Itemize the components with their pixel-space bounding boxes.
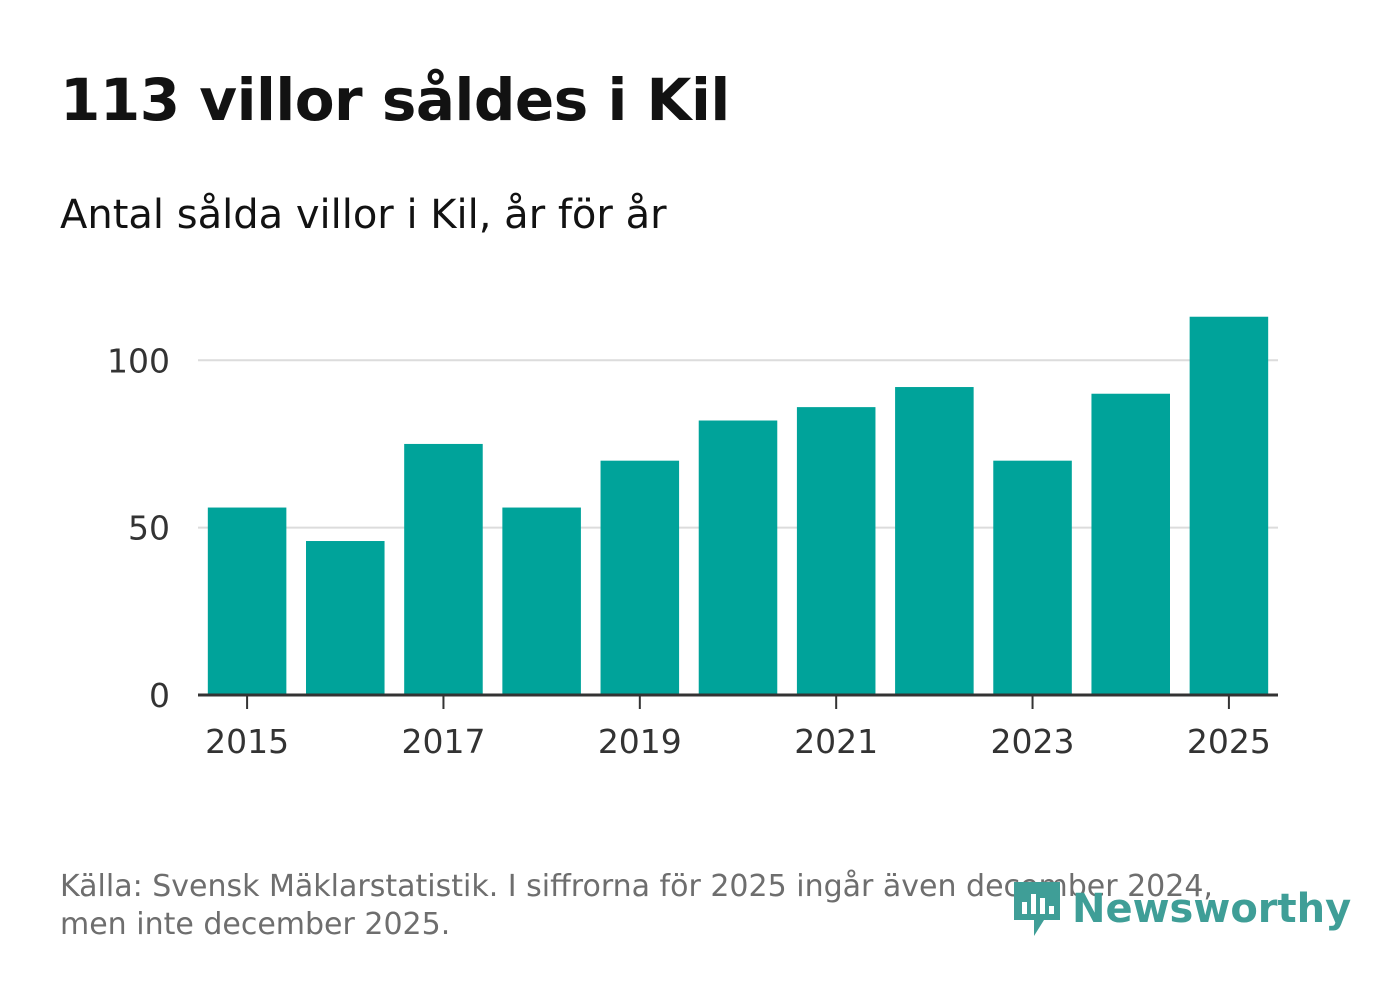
x-tick-label-2015: 2015: [205, 722, 289, 761]
x-tick-label-2025: 2025: [1187, 722, 1271, 761]
y-tick-label-50: 50: [128, 509, 170, 548]
bar-2020: [698, 420, 778, 695]
logo-text: Newsworthy: [1072, 886, 1352, 932]
y-tick-label-0: 0: [149, 676, 170, 715]
bar-2017: [404, 443, 483, 695]
bar-2016: [306, 541, 385, 695]
newsworthy-icon: [1014, 882, 1060, 936]
bar-2021: [796, 407, 876, 695]
bar-2024: [1091, 393, 1170, 695]
chart-subtitle: Antal sålda villor i Kil, år för år: [60, 192, 667, 238]
bar-2023: [993, 460, 1072, 695]
chart-title: 113 villor såldes i Kil: [60, 66, 730, 134]
newsworthy-logo: Newsworthy: [1010, 878, 1351, 940]
bar-2025: [1189, 316, 1269, 695]
x-tick-label-2019: 2019: [598, 722, 682, 761]
x-tick-label-2017: 2017: [401, 722, 485, 761]
y-tick-label-100: 100: [107, 341, 170, 380]
bar-2015: [207, 507, 287, 695]
bar-2019: [600, 460, 680, 695]
bar-2022: [895, 387, 974, 695]
x-tick-label-2023: 2023: [991, 722, 1075, 761]
x-tick-label-2021: 2021: [794, 722, 878, 761]
bar-2018: [502, 507, 581, 695]
